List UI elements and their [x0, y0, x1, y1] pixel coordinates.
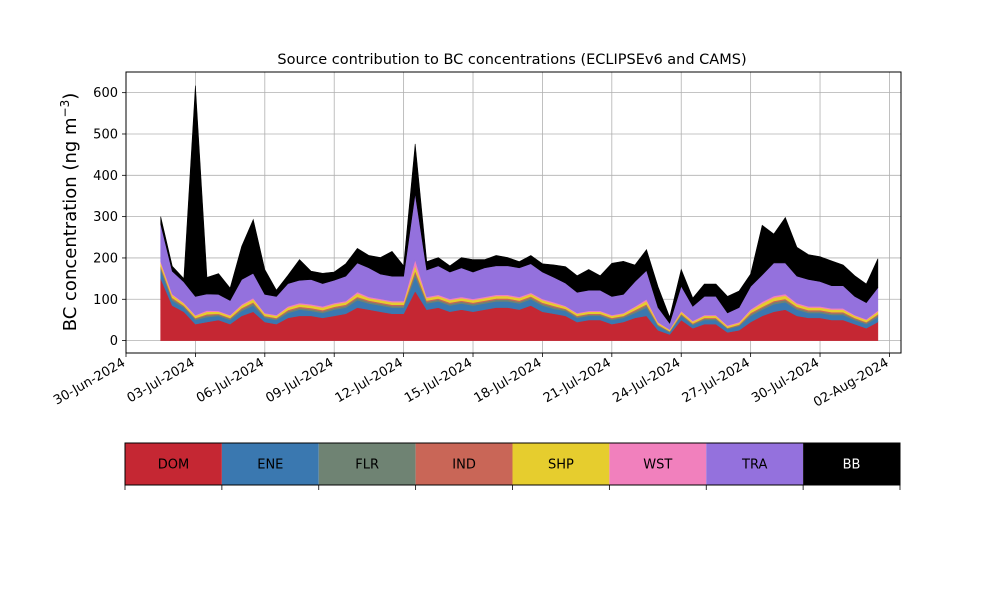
colorbar-swatch-tra [706, 443, 804, 485]
x-tick-label: 24-Jul-2024 [610, 355, 683, 406]
x-tick-label: 03-Jul-2024 [125, 355, 198, 406]
colorbar-label-dom: DOM [158, 458, 189, 473]
area-series-bb [160, 85, 879, 324]
colorbar-legend: DOM ENE FLR IND SHP WST TRA BB [124, 442, 901, 490]
y-axis-label: BC concentration (ng m−3) [58, 93, 81, 332]
colorbar-swatch-flr [318, 443, 416, 485]
chart-title: Source contribution to BC concentrations… [277, 52, 746, 68]
x-axis-ticks: 30-Jun-202403-Jul-202406-Jul-202409-Jul-… [51, 353, 891, 411]
x-tick-label: 27-Jul-2024 [680, 355, 753, 406]
y-axis-ticks: 0 100 200 300 400 500 600 [93, 86, 126, 349]
colorbar-label-ene: ENE [257, 458, 283, 473]
y-tick-label: 300 [93, 210, 118, 225]
colorbar-swatch-ind [415, 443, 513, 485]
colorbar-label-tra: TRA [741, 458, 767, 473]
stacked-areas [160, 85, 879, 341]
colorbar-label-ind: IND [452, 458, 476, 473]
x-tick-label: 09-Jul-2024 [263, 355, 336, 406]
x-tick-label: 12-Jul-2024 [333, 355, 406, 406]
y-tick-label: 500 [93, 127, 118, 142]
x-tick-label: 21-Jul-2024 [541, 355, 614, 406]
colorbar-label-flr: FLR [355, 458, 379, 473]
colorbar-swatch-wst [609, 443, 707, 485]
colorbar-label-bb: BB [843, 458, 861, 473]
y-tick-label: 600 [93, 86, 118, 101]
y-tick-label: 200 [93, 251, 118, 266]
y-tick-label: 400 [93, 169, 118, 184]
y-tick-label: 100 [93, 293, 118, 308]
x-tick-label: 02-Aug-2024 [811, 355, 891, 410]
x-tick-label: 30-Jun-2024 [51, 355, 128, 408]
colorbar-swatch-shp [512, 443, 610, 485]
y-tick-label: 0 [110, 334, 118, 349]
x-tick-label: 06-Jul-2024 [194, 355, 267, 406]
x-tick-label: 15-Jul-2024 [402, 355, 475, 406]
axes-frame [125, 71, 902, 354]
colorbar-swatch-ene [221, 443, 319, 485]
x-tick-label: 18-Jul-2024 [472, 355, 545, 406]
colorbar-swatch-dom [125, 443, 222, 485]
colorbar-label-shp: SHP [548, 458, 574, 473]
colorbar-label-wst: WST [643, 458, 672, 473]
colorbar-swatch-bb [803, 443, 900, 485]
